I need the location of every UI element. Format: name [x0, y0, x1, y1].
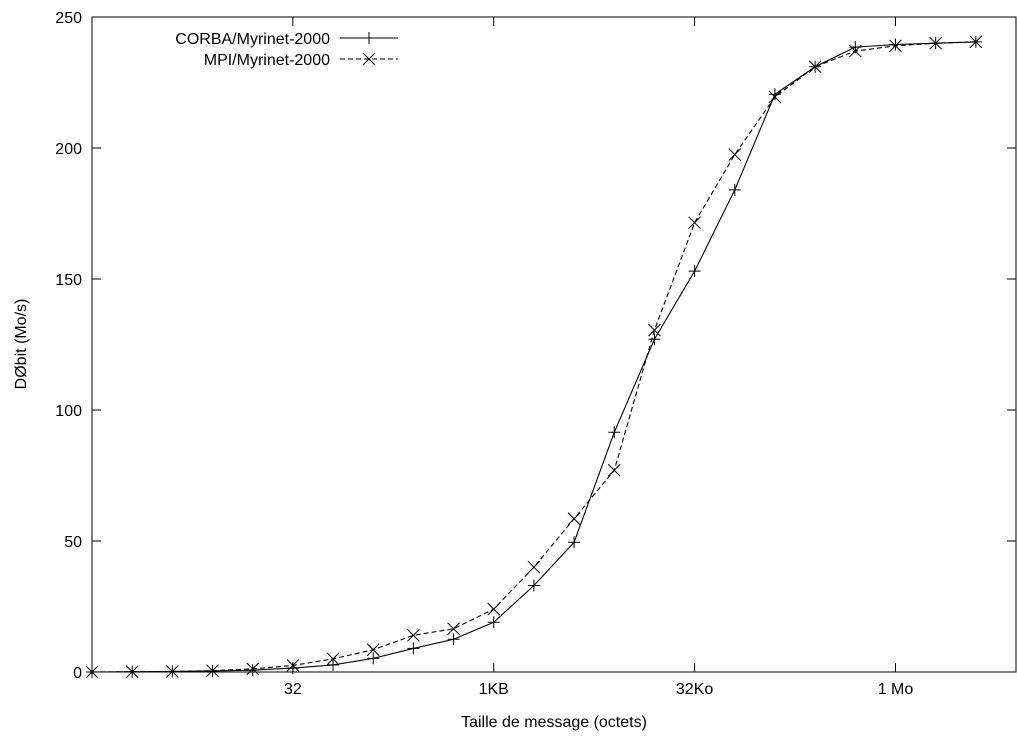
data-point [366, 643, 380, 657]
series-line [91, 41, 976, 673]
data-point [648, 333, 661, 346]
data-point [728, 183, 741, 196]
x-tick-label: 1KB [479, 681, 509, 698]
data-point [688, 265, 701, 278]
ticks: 0 50 100 150 200 250 32 1KB 32Ko 1 Mo [55, 10, 1016, 698]
data-point [85, 665, 99, 679]
series-0 [86, 35, 982, 678]
data-point [125, 665, 139, 679]
data-point [286, 662, 299, 675]
data-point [286, 659, 300, 672]
data-point [568, 536, 581, 549]
data-point [728, 148, 742, 161]
series-line [91, 41, 976, 673]
plot-frame [91, 16, 1017, 673]
y-tick-label: 0 [73, 665, 82, 682]
data-point [246, 662, 260, 676]
x-axis-title: Taille de message (octets) [461, 714, 647, 731]
data-point [889, 39, 902, 53]
y-tick-label: 150 [55, 272, 82, 289]
data-point [206, 664, 219, 678]
x-tick-label: 32 [284, 681, 302, 698]
data-point [407, 628, 420, 642]
data-point [246, 664, 259, 677]
y-tick-label: 100 [55, 403, 82, 420]
data-point [929, 36, 943, 50]
data-point [969, 35, 983, 49]
legend: CORBA/Myrinet-2000 MPI/Myrinet-2000 [175, 31, 398, 69]
x-tick-label: 32Ko [676, 681, 713, 698]
data-point [688, 216, 701, 230]
data-point [407, 642, 420, 655]
legend-label: MPI/Myrinet-2000 [204, 52, 330, 69]
y-tick-label: 200 [55, 141, 82, 158]
data-point [607, 463, 621, 477]
data-point [447, 633, 460, 646]
legend-marker [362, 52, 376, 66]
y-axis-title: DØbit (Mo/s) [13, 299, 30, 390]
data-point [608, 426, 621, 439]
data-point [165, 665, 179, 678]
data-point [567, 512, 581, 526]
data-point [447, 622, 460, 636]
data-point [648, 323, 661, 337]
data-point [527, 579, 540, 592]
series-1 [85, 35, 983, 679]
y-tick-label: 50 [64, 534, 82, 551]
legend-label: CORBA/Myrinet-2000 [175, 31, 330, 48]
data-point [808, 60, 822, 74]
data-point [527, 560, 541, 574]
data-point [768, 90, 782, 104]
data-point [848, 44, 862, 58]
data-point [487, 602, 501, 616]
data-point [367, 652, 380, 665]
legend-marker [363, 32, 375, 44]
x-tick-label: 1 Mo [878, 681, 914, 698]
data-point [889, 38, 902, 51]
data-point [326, 652, 340, 666]
series-layer [85, 35, 983, 679]
data-point [327, 658, 340, 671]
data-point [487, 616, 500, 629]
y-tick-label: 250 [55, 10, 82, 27]
